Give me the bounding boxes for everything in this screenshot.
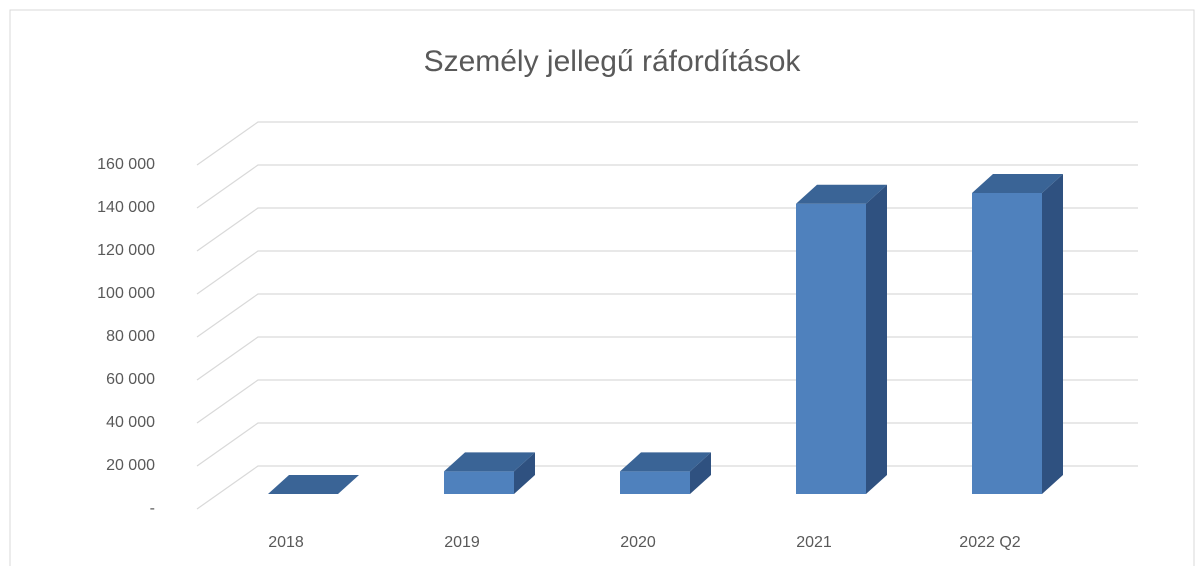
bar-front (444, 471, 514, 494)
grid-line (196, 121, 1138, 166)
bar-top (796, 184, 887, 204)
y-tick-label: 40 000 (106, 414, 155, 431)
x-tick-label: 2020 (620, 534, 656, 551)
bar-front (972, 193, 1042, 494)
bar-top (268, 475, 359, 494)
y-tick-label: 20 000 (106, 457, 155, 474)
bar-side (1042, 174, 1063, 494)
bar-front (796, 203, 866, 494)
bar (444, 452, 535, 494)
y-tick-label: 120 000 (97, 242, 155, 259)
y-tick-label: - (150, 500, 155, 517)
bar (268, 475, 359, 494)
bar-top (972, 174, 1063, 193)
bar-side (514, 452, 535, 494)
x-tick-label: 2019 (444, 534, 480, 551)
bar-top (620, 452, 711, 472)
bar (620, 452, 711, 494)
y-tick-label: 100 000 (97, 285, 155, 302)
bar-side (690, 452, 711, 494)
y-tick-label: 80 000 (106, 328, 155, 345)
x-tick-label: 2022 Q2 (959, 534, 1020, 551)
bar (796, 184, 887, 494)
chart-title: Személy jellegű ráfordítások (424, 45, 802, 78)
y-tick-label: 140 000 (97, 199, 155, 216)
grid-line (196, 164, 1138, 209)
bar (972, 174, 1063, 494)
bar-side (866, 184, 887, 494)
bar-front (620, 471, 690, 494)
y-tick-label: 160 000 (97, 156, 155, 173)
bar-top (444, 452, 535, 472)
x-tick-label: 2018 (268, 534, 304, 551)
x-tick-label: 2021 (796, 534, 832, 551)
y-tick-label: 60 000 (106, 371, 155, 388)
